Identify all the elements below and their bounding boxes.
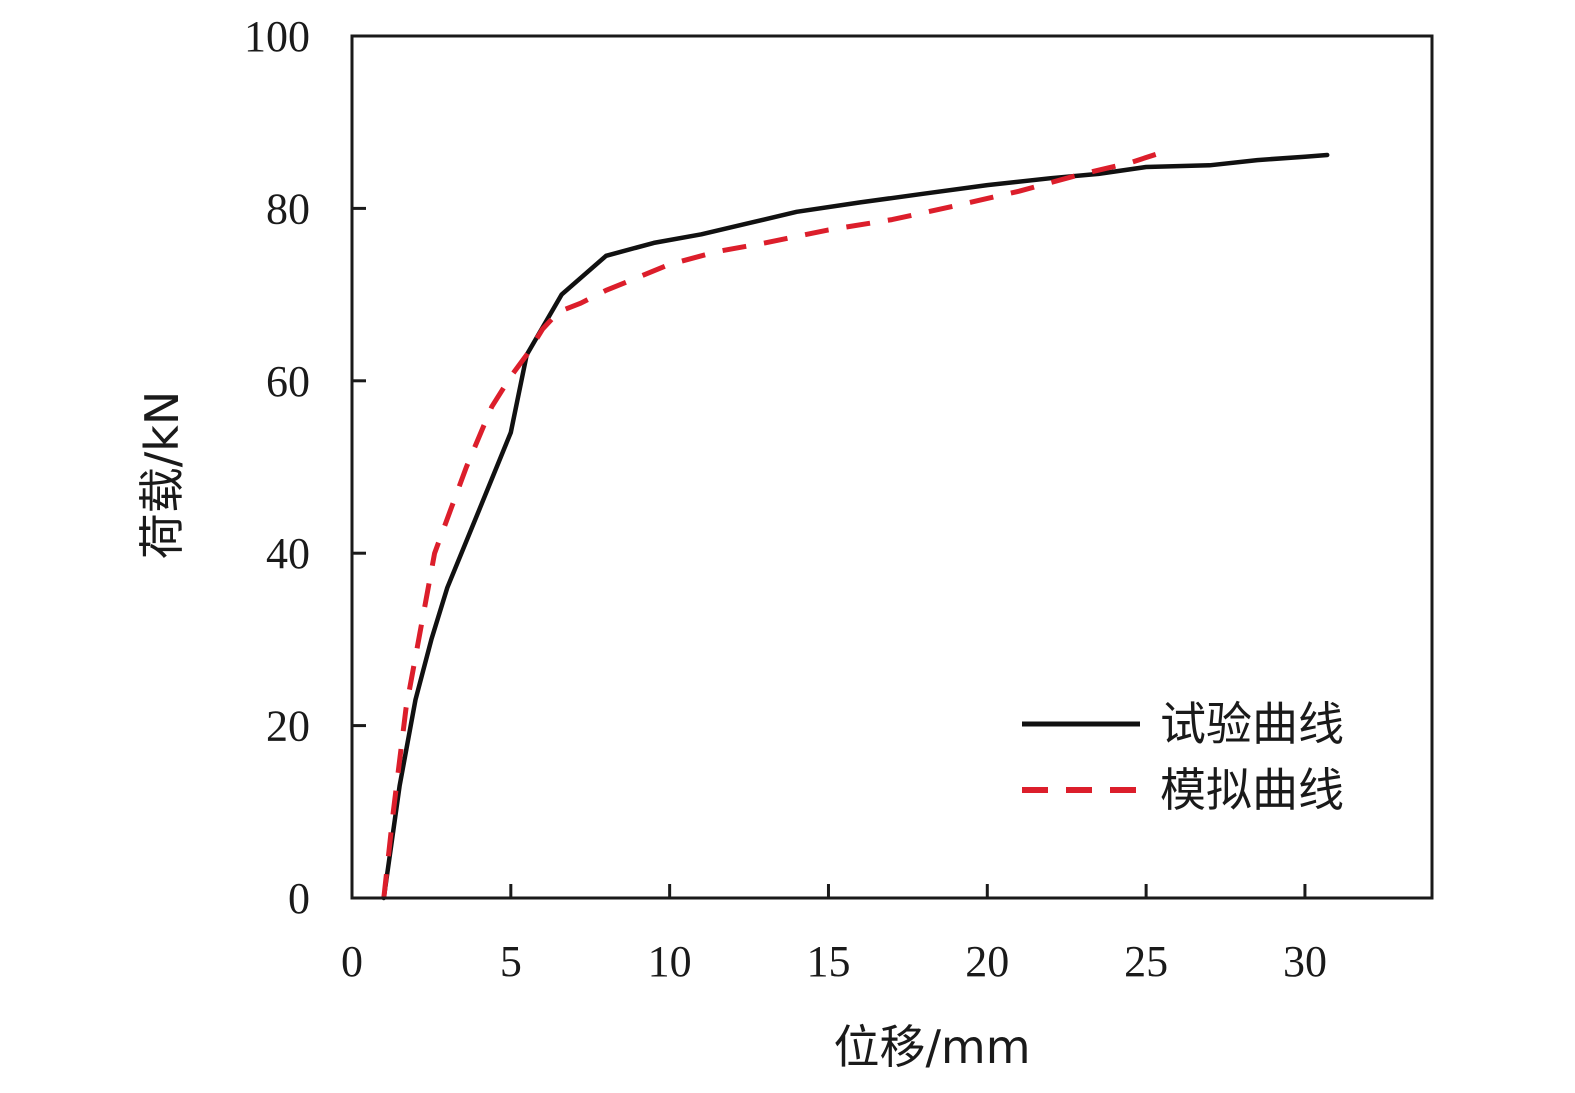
- x-tick-label: 30: [1283, 937, 1327, 986]
- x-axis-title: 位移/mm: [833, 1020, 1030, 1074]
- x-tick-label: 25: [1124, 937, 1168, 986]
- plot-lines: [381, 150, 1330, 901]
- y-tick-label: 60: [266, 357, 310, 406]
- series-line-2: [381, 150, 1163, 899]
- y-tick-label: 40: [266, 529, 310, 578]
- y-tick-label: 20: [266, 702, 310, 751]
- y-axis-ticks: 0 20 40 60 80 100: [244, 12, 366, 923]
- x-tick-label: 5: [500, 937, 522, 986]
- y-tick-label: 0: [288, 874, 310, 923]
- x-axis-ticks: 0 5 10 15 20 25 30: [341, 884, 1327, 986]
- series-line-1: [381, 152, 1330, 901]
- x-tick-label: 20: [965, 937, 1009, 986]
- legend-label-1: 试验曲线: [1160, 697, 1344, 751]
- x-tick-label: 0: [341, 937, 363, 986]
- x-tick-label: 10: [648, 937, 692, 986]
- legend-label-2: 模拟曲线: [1160, 763, 1344, 817]
- plot-frame: [350, 34, 1434, 900]
- x-tick-label: 15: [806, 937, 850, 986]
- y-tick-label: 100: [244, 12, 310, 61]
- y-axis-title: 荷载/kN: [135, 391, 189, 560]
- y-tick-label: 80: [266, 184, 310, 233]
